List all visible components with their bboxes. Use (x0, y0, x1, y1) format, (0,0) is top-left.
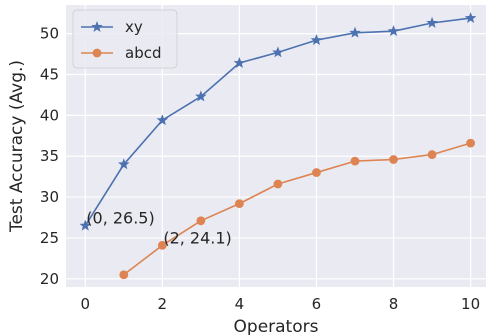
series-xy (79, 12, 477, 231)
y-tick-label: 30 (40, 188, 59, 206)
series-abcd (119, 138, 475, 280)
legend-item-abcd: abcd (81, 44, 161, 62)
x-tick-label: 2 (158, 295, 168, 313)
data-point-abcd (312, 168, 321, 177)
y-tick-label: 45 (40, 65, 59, 83)
legend-label: xy (125, 18, 143, 36)
tick-labels: 0 2 4 6 8 10 20 25 30 35 40 45 50 (40, 25, 480, 313)
data-point-xy (79, 219, 92, 231)
y-tick-label: 50 (40, 25, 59, 43)
x-tick-label: 8 (389, 295, 399, 313)
x-tick-label: 10 (461, 295, 480, 313)
data-point-xy (349, 26, 361, 38)
point-annotation: (2, 24.1) (163, 228, 231, 247)
y-tick-label: 40 (40, 106, 59, 124)
data-point-xy (464, 12, 477, 23)
y-tick-label: 35 (40, 147, 59, 165)
data-point-xy (156, 114, 169, 126)
data-point-abcd (389, 155, 398, 164)
data-point-xy (195, 90, 207, 102)
legend-marker (92, 48, 102, 58)
data-point-abcd (466, 138, 475, 148)
data-point-abcd (427, 150, 437, 159)
series-layer (79, 12, 477, 280)
legend-marker (91, 20, 103, 32)
data-point-abcd (119, 270, 129, 280)
x-tick-label: 4 (235, 295, 245, 313)
legend-item-xy: xy (81, 18, 143, 36)
x-tick-label: 6 (312, 295, 322, 313)
series-line-abcd (123, 142, 471, 276)
data-point-xy (426, 16, 438, 28)
y-axis-title: Test Accuracy (Avg.) (7, 60, 27, 233)
data-point-abcd (157, 240, 167, 250)
data-point-abcd (234, 199, 244, 209)
data-point-xy (272, 46, 284, 58)
data-point-abcd (273, 179, 283, 189)
x-axis-title: Operators (234, 317, 319, 335)
legend-label: abcd (125, 44, 161, 62)
annotations: (0, 26.5) (2, 24.1) (86, 209, 232, 248)
data-point-abcd (350, 156, 360, 166)
x-tick-label: 0 (80, 295, 90, 313)
y-tick-label: 25 (40, 229, 59, 247)
point-annotation: (0, 26.5) (86, 209, 154, 228)
data-point-xy (387, 25, 400, 37)
data-point-xy (310, 34, 323, 46)
data-point-xy (233, 56, 246, 68)
data-point-xy (118, 158, 130, 170)
legend: xy abcd (72, 9, 178, 69)
data-point-abcd (196, 216, 206, 226)
y-tick-label: 20 (40, 270, 59, 288)
